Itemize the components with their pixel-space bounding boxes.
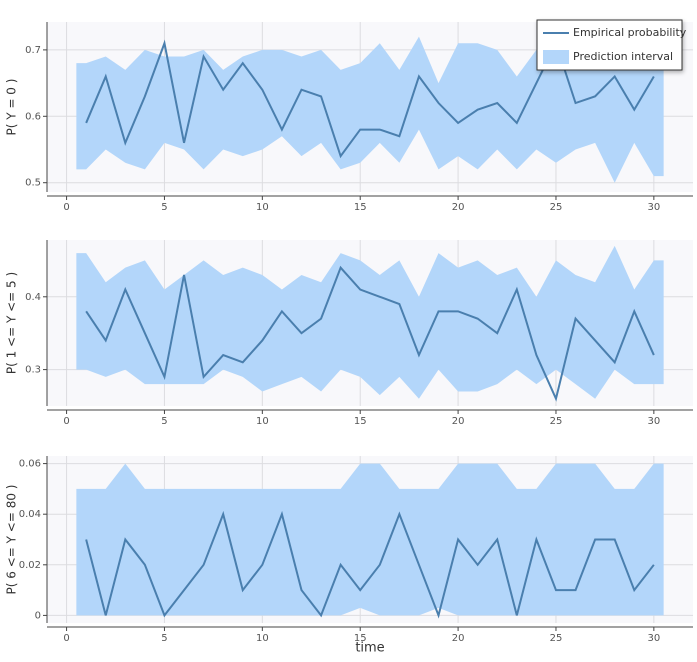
legend: Empirical probability Prediction interval xyxy=(536,19,687,71)
legend-band-swatch xyxy=(543,50,569,64)
y-tick-label: 0.5 xyxy=(25,178,41,189)
legend-label: Prediction interval xyxy=(573,50,673,63)
y-tick-label: 0.02 xyxy=(19,560,41,571)
y-axis-label: P( 6 <= Y <= 80 ) xyxy=(5,485,19,595)
legend-box xyxy=(536,19,683,71)
prediction-band xyxy=(76,463,664,616)
x-tick-label: 15 xyxy=(354,633,367,644)
y-tick-label: 0.06 xyxy=(19,459,41,470)
x-tick-label: 30 xyxy=(647,633,660,644)
x-axis-label: time xyxy=(355,641,384,656)
y-tick-label: 0.3 xyxy=(25,365,41,376)
legend-label: Empirical probability xyxy=(573,26,687,39)
x-tick-label: 5 xyxy=(161,202,167,213)
prediction-band xyxy=(76,29,664,183)
y-tick-label: 0.6 xyxy=(25,111,41,122)
x-tick-label: 10 xyxy=(256,202,269,213)
y-tick-label: 0.4 xyxy=(25,292,41,303)
prediction-band xyxy=(76,245,664,399)
x-tick-label: 20 xyxy=(452,202,465,213)
x-tick-label: 5 xyxy=(161,633,167,644)
y-axis-label: P( Y = 0 ) xyxy=(5,79,19,136)
x-tick-label: 20 xyxy=(452,416,465,427)
x-tick-label: 20 xyxy=(452,633,465,644)
x-tick-label: 0 xyxy=(63,202,69,213)
x-tick-label: 10 xyxy=(256,416,269,427)
y-tick-label: 0 xyxy=(35,610,41,621)
y-tick-label: 0.04 xyxy=(19,509,41,520)
y-axis-label: P( 1 <= Y <= 5 ) xyxy=(5,272,19,374)
x-tick-label: 30 xyxy=(647,416,660,427)
x-tick-label: 30 xyxy=(647,202,660,213)
x-tick-label: 10 xyxy=(256,633,269,644)
x-tick-label: 25 xyxy=(550,202,563,213)
y-tick-label: 0.7 xyxy=(25,45,41,56)
empirical-line xyxy=(85,510,655,619)
x-tick-label: 25 xyxy=(550,416,563,427)
x-tick-label: 15 xyxy=(354,202,367,213)
x-tick-label: 25 xyxy=(550,633,563,644)
x-tick-label: 5 xyxy=(161,416,167,427)
x-tick-label: 0 xyxy=(63,416,69,427)
x-tick-label: 0 xyxy=(63,633,69,644)
empirical-line xyxy=(85,265,655,402)
x-tick-label: 15 xyxy=(354,416,367,427)
